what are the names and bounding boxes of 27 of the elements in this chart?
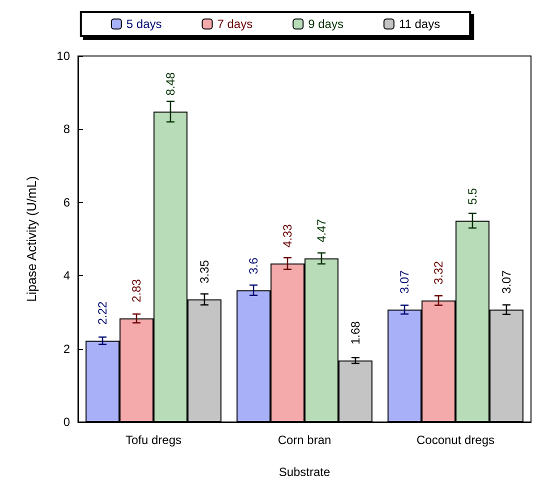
legend-label: 9 days <box>308 17 344 31</box>
data-label: 3.07 <box>499 270 514 294</box>
x-axis-title: Substrate <box>278 465 330 479</box>
x-tick-label: Coconut dregs <box>416 433 495 447</box>
legend-label: 5 days <box>126 17 162 31</box>
data-label: 5.5 <box>465 188 480 205</box>
y-axis-title: Lipase Activity (U/mL) <box>24 176 39 302</box>
data-label: 3.07 <box>398 270 412 294</box>
y-tick-label: 4 <box>63 268 70 283</box>
data-label: 4.47 <box>314 218 328 242</box>
data-label: 3.6 <box>246 257 261 274</box>
y-tick-label: 10 <box>56 49 70 63</box>
data-label: 8.48 <box>163 72 178 96</box>
legend-label: 11 days <box>398 17 440 31</box>
data-label: 2.83 <box>130 278 144 302</box>
legend-label: 7 days <box>217 17 253 31</box>
y-tick-label: 6 <box>63 195 70 210</box>
x-tick-label: Tofu dregs <box>125 433 182 447</box>
y-tick-label: 8 <box>63 122 70 136</box>
data-label: 3.35 <box>197 260 212 284</box>
x-tick-label: Corn bran <box>278 433 332 447</box>
data-label: 1.68 <box>348 320 362 345</box>
y-tick-label: 2 <box>63 342 70 356</box>
data-label: 4.33 <box>280 224 295 248</box>
data-label: 3.32 <box>432 260 446 284</box>
y-tick-label: 0 <box>63 415 70 429</box>
data-label: 2.22 <box>96 301 110 325</box>
